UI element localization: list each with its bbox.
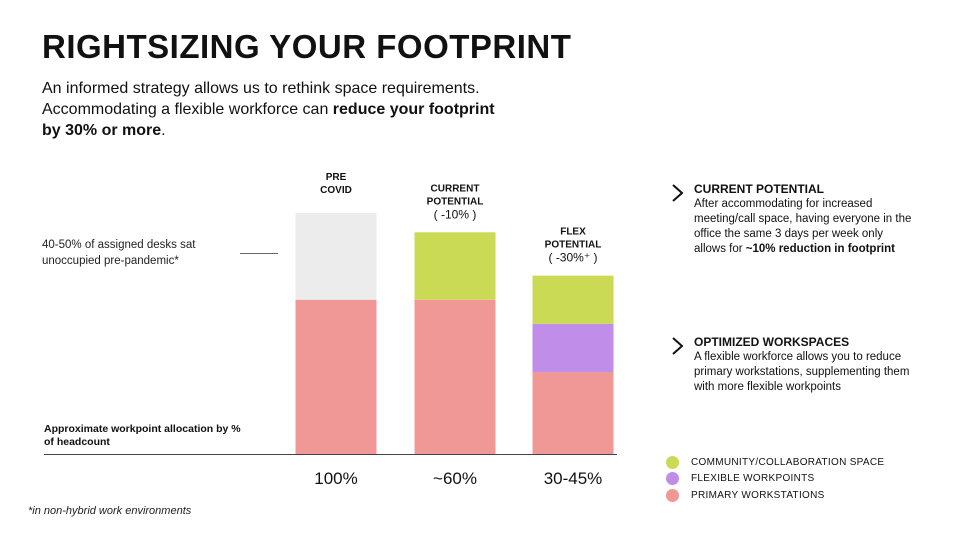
category-title: COVID — [320, 185, 352, 196]
category-title: PRE — [326, 172, 347, 183]
bar-segment-primary — [533, 372, 614, 454]
category-title: POTENTIAL — [427, 196, 484, 207]
category-title: CURRENT — [431, 183, 480, 194]
optimized-workspaces-heading: OPTIMIZED WORKSPACES — [694, 335, 849, 349]
bar-segment-primary — [415, 300, 496, 454]
current-potential-bold-text: ~10% reduction in footprint — [746, 243, 895, 255]
chart-legend: COMMUNITY/COLLABORATION SPACE FLEXIBLE W… — [666, 454, 884, 504]
bar-segment-community — [415, 232, 496, 299]
chevron-right-icon — [668, 335, 688, 357]
bar-segment-flexible — [533, 324, 614, 372]
chevron-right-icon — [668, 182, 688, 204]
legend-swatch-community — [666, 456, 679, 469]
legend-item-community: COMMUNITY/COLLABORATION SPACE — [666, 454, 884, 471]
bar-segment-unoccupied — [296, 213, 377, 300]
legend-label: FLEXIBLE WORKPOINTS — [691, 473, 815, 484]
category-value-label: 30-45% — [544, 469, 603, 488]
optimized-workspaces-body: A flexible workforce allows you to reduc… — [694, 350, 916, 395]
current-potential-heading: CURRENT POTENTIAL — [694, 182, 824, 196]
category-value-label: ~60% — [433, 469, 477, 488]
current-potential-body: After accommodating for increased meetin… — [694, 197, 916, 257]
legend-item-primary: PRIMARY WORKSTATIONS — [666, 487, 884, 504]
legend-item-flexible: FLEXIBLE WORKPOINTS — [666, 471, 884, 488]
category-value-label: 100% — [314, 469, 357, 488]
legend-label: PRIMARY WORKSTATIONS — [691, 490, 825, 501]
category-change-label: ( -30%⁺ ) — [548, 251, 597, 265]
legend-swatch-primary — [666, 489, 679, 502]
category-title: FLEX — [560, 227, 586, 238]
category-change-label: ( -10% ) — [434, 207, 477, 221]
bar-segment-community — [533, 276, 614, 324]
category-title: POTENTIAL — [545, 240, 602, 251]
legend-label: COMMUNITY/COLLABORATION SPACE — [691, 457, 884, 468]
bar-segment-primary — [296, 300, 377, 454]
legend-swatch-flexible — [666, 472, 679, 485]
